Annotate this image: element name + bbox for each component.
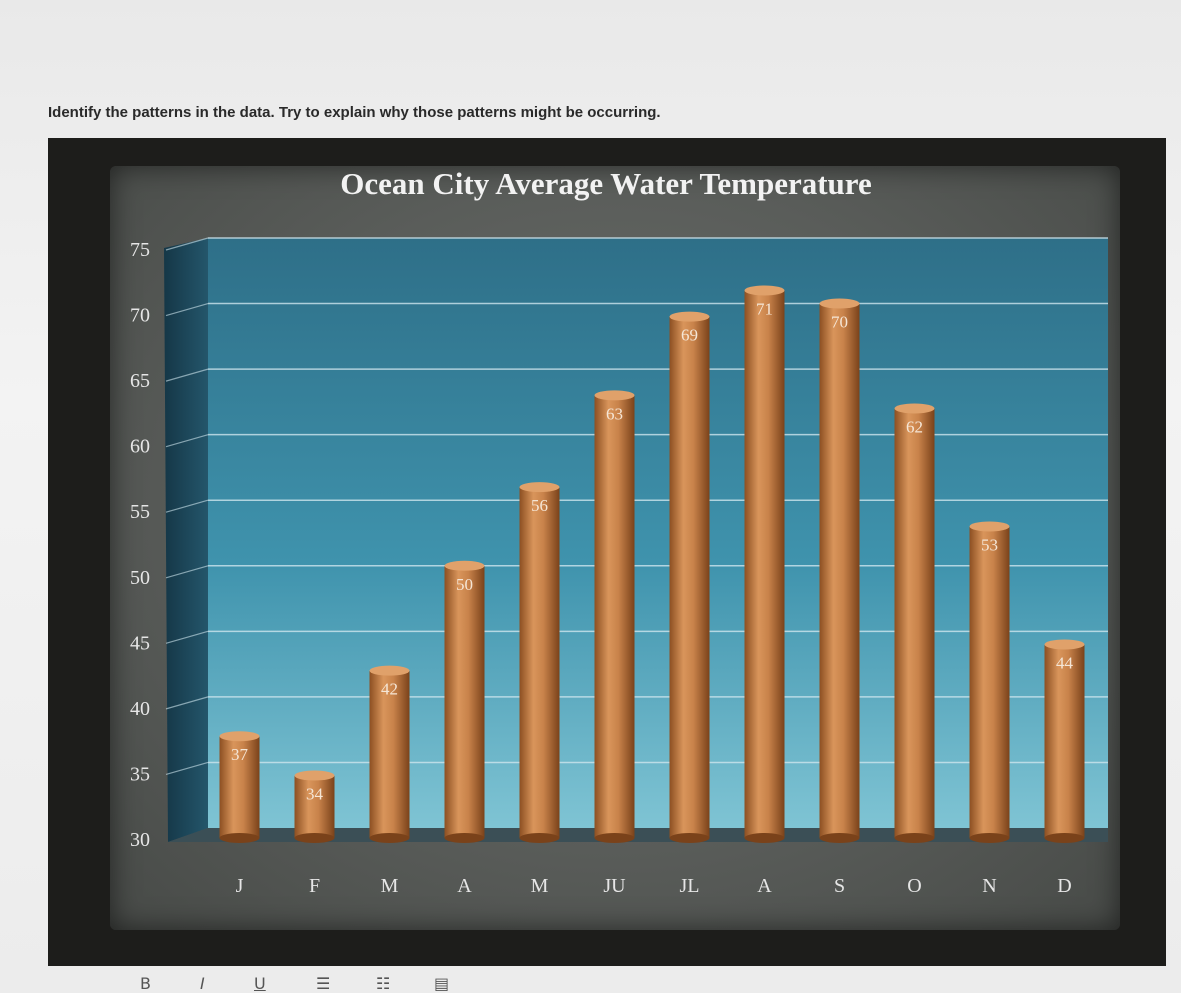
y-tick-label: 60 — [130, 436, 150, 458]
bold-icon[interactable]: B — [140, 974, 151, 993]
y-tick-label: 55 — [130, 501, 150, 523]
x-tick-label: JU — [603, 875, 626, 897]
bar — [219, 736, 260, 838]
chart-title: Ocean City Average Water Temperature — [340, 166, 872, 201]
gridline-side — [165, 368, 209, 382]
x-tick-label: S — [834, 875, 845, 897]
bar — [894, 408, 935, 838]
bar-base — [444, 833, 485, 843]
bar-base — [1044, 833, 1085, 843]
x-tick-label: D — [1057, 875, 1071, 897]
data-label: 69 — [681, 326, 698, 345]
bar-cap — [369, 665, 410, 676]
bar-base — [969, 833, 1010, 843]
plot-side-wall — [164, 238, 208, 842]
bar-cap — [744, 285, 785, 296]
gridline-side — [165, 302, 209, 317]
gridline-side — [165, 237, 209, 251]
bar-cap — [669, 311, 710, 322]
x-tick-label: M — [381, 875, 399, 897]
bar — [819, 303, 860, 838]
bar-cap — [219, 731, 260, 742]
x-tick-label: A — [457, 875, 472, 897]
data-label: 63 — [606, 404, 623, 423]
bar-cap — [294, 770, 335, 781]
x-tick-label: J — [236, 875, 244, 897]
bar-base — [294, 833, 335, 843]
gridline-side — [165, 696, 209, 710]
bar — [519, 487, 560, 838]
bar-cap — [519, 482, 560, 493]
bar — [594, 395, 635, 838]
x-tick-label: M — [531, 875, 549, 897]
y-tick-label: 70 — [130, 305, 150, 327]
x-tick-label: A — [757, 875, 772, 897]
data-label: 70 — [831, 313, 848, 332]
gridline-side — [165, 761, 209, 776]
bar — [744, 290, 785, 838]
bar — [969, 526, 1010, 838]
data-label: 44 — [1056, 653, 1074, 672]
bar-cap — [819, 298, 860, 309]
editor-toolbar: B I U ☰ ☷ ▤ — [120, 970, 520, 993]
question-text: Identify the patterns in the data. Try t… — [48, 104, 661, 121]
x-tick-label: F — [309, 875, 320, 897]
data-label: 71 — [756, 299, 773, 318]
y-tick-label: 75 — [130, 239, 150, 261]
bar-base — [669, 833, 710, 843]
gridline-side — [165, 434, 209, 448]
data-label: 42 — [381, 680, 398, 699]
plot-background — [208, 238, 1108, 828]
bar — [294, 775, 335, 838]
data-label: 53 — [981, 535, 998, 554]
x-tick-label: JL — [680, 875, 700, 897]
x-tick-label: N — [982, 875, 996, 897]
y-tick-label: 40 — [130, 698, 150, 720]
bullet-list-icon[interactable]: ☰ — [316, 974, 331, 993]
bar-chart: Ocean City Average Water Temperature 30 3… — [130, 166, 1108, 897]
bar-cap — [444, 560, 485, 571]
bar-base — [519, 833, 560, 843]
bar — [1044, 644, 1085, 838]
data-label: 34 — [306, 785, 324, 804]
bar-base — [369, 833, 410, 843]
bar-base — [894, 833, 935, 843]
data-label: 62 — [906, 417, 923, 436]
bar — [444, 565, 485, 838]
bar-base — [744, 833, 785, 843]
underline-icon[interactable]: U — [254, 974, 266, 993]
y-tick-label: 30 — [130, 829, 150, 851]
data-label: 50 — [456, 575, 473, 594]
bar-cap — [1044, 639, 1085, 650]
bar-cap — [894, 403, 935, 414]
bar-base — [219, 833, 260, 843]
numbered-list-icon[interactable]: ☷ — [376, 974, 391, 993]
gridline-side — [165, 499, 209, 513]
align-icon[interactable]: ▤ — [434, 974, 450, 993]
data-label: 37 — [231, 745, 249, 764]
chart-frame: Ocean City Average Water Temperature 30 3… — [48, 138, 1166, 966]
data-label: 56 — [531, 496, 548, 515]
gridline-side — [165, 630, 209, 644]
y-tick-label: 65 — [130, 370, 150, 392]
italic-icon[interactable]: I — [200, 974, 205, 993]
x-tick-label: O — [907, 875, 921, 897]
bar — [369, 670, 410, 838]
gridline-side — [165, 565, 209, 579]
bar — [669, 316, 710, 838]
bar-cap — [594, 390, 635, 401]
y-tick-label: 50 — [130, 567, 150, 589]
y-tick-label: 35 — [130, 763, 150, 785]
bar-base — [594, 833, 635, 843]
bar-base — [819, 833, 860, 843]
bar-cap — [969, 521, 1010, 532]
y-tick-label: 45 — [130, 632, 150, 654]
